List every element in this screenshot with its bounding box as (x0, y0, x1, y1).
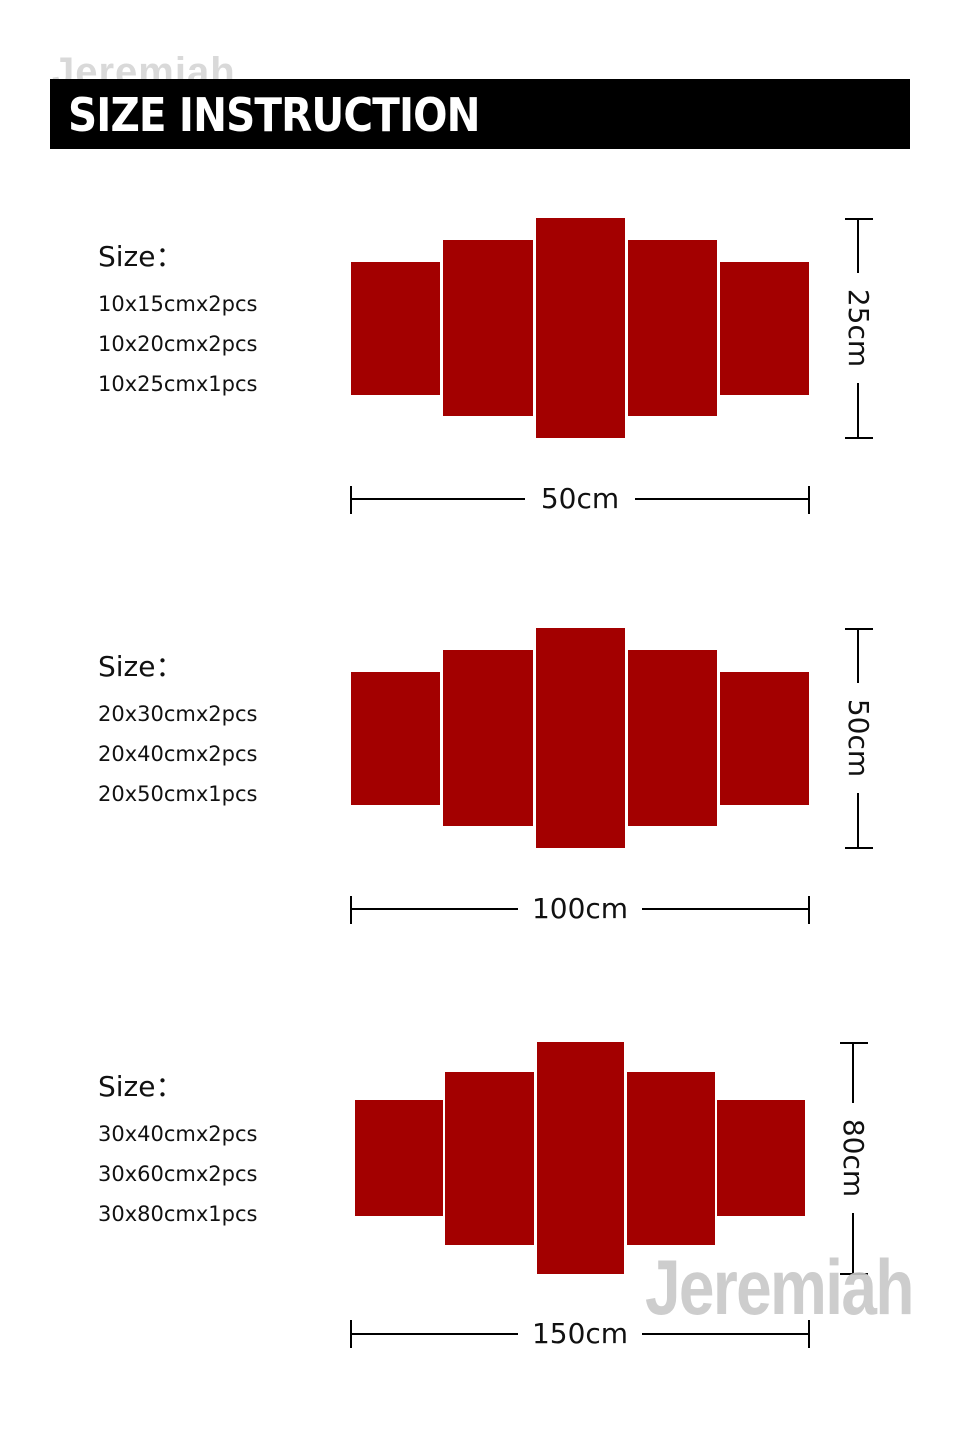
page-title: SIZE INSTRUCTION (68, 88, 481, 142)
dimension-tick (845, 437, 873, 439)
canvas-panel (445, 1072, 534, 1245)
canvas-panel (443, 240, 533, 416)
piece-size-line: 30x60cmx2pcs (98, 1162, 258, 1186)
height-label: 50cm (841, 683, 875, 793)
height-label: 25cm (841, 273, 875, 383)
size-spec: Size： 20x30cmx2pcs 20x40cmx2pcs 20x50cmx… (98, 650, 257, 814)
canvas-panel (717, 1100, 805, 1216)
canvas-panel (628, 650, 717, 826)
piece-size-line: 30x40cmx2pcs (98, 1122, 258, 1146)
size-section-2: Size： 20x30cmx2pcs 20x40cmx2pcs 20x50cmx… (0, 410, 959, 926)
dimension-tick (808, 896, 810, 924)
size-label: Size： (98, 650, 184, 683)
dimension-tick (808, 486, 810, 514)
size-section-3: Size： 30x40cmx2pcs 30x60cmx2pcs 30x80cmx… (0, 830, 959, 1351)
height-label: 80cm (836, 1103, 870, 1213)
dimension-tick (840, 1273, 868, 1275)
watermark-bottom: Jeremiah (645, 1243, 914, 1331)
dimension-tick (845, 218, 873, 220)
canvas-panel (536, 218, 625, 438)
dimension-tick (840, 1042, 868, 1044)
width-label: 150cm (518, 1317, 642, 1351)
dimension-tick (350, 896, 352, 924)
piece-size-line: 10x25cmx1pcs (98, 372, 258, 396)
dimension-tick (845, 628, 873, 630)
canvas-panel (351, 262, 440, 395)
canvas-panel (536, 628, 625, 848)
size-section-1: Size： 10x15cmx2pcs 10x20cmx2pcs 10x25cmx… (0, 0, 959, 516)
canvas-panel (628, 240, 717, 416)
canvas-panel (351, 672, 440, 805)
size-spec: Size： 10x15cmx2pcs 10x20cmx2pcs 10x25cmx… (98, 240, 257, 404)
canvas-panel (627, 1072, 715, 1245)
piece-size-line: 10x15cmx2pcs (98, 292, 258, 316)
width-label: 50cm (525, 482, 635, 516)
piece-size-line: 30x80cmx1pcs (98, 1202, 258, 1226)
canvas-panel (537, 1042, 624, 1274)
canvas-panel (355, 1100, 443, 1216)
dimension-tick (350, 486, 352, 514)
width-label: 100cm (518, 892, 642, 926)
piece-size-line: 20x50cmx1pcs (98, 782, 258, 806)
canvas-panel (443, 650, 533, 826)
piece-size-line: 20x30cmx2pcs (98, 702, 258, 726)
size-label: Size： (98, 240, 184, 273)
size-spec: Size： 30x40cmx2pcs 30x60cmx2pcs 30x80cmx… (98, 1070, 257, 1234)
piece-size-line: 10x20cmx2pcs (98, 332, 258, 356)
canvas-panel (720, 672, 809, 805)
dimension-tick (845, 847, 873, 849)
canvas-panel (720, 262, 809, 395)
piece-size-line: 20x40cmx2pcs (98, 742, 258, 766)
size-label: Size： (98, 1070, 184, 1103)
header-bar: SIZE INSTRUCTION (50, 79, 910, 149)
